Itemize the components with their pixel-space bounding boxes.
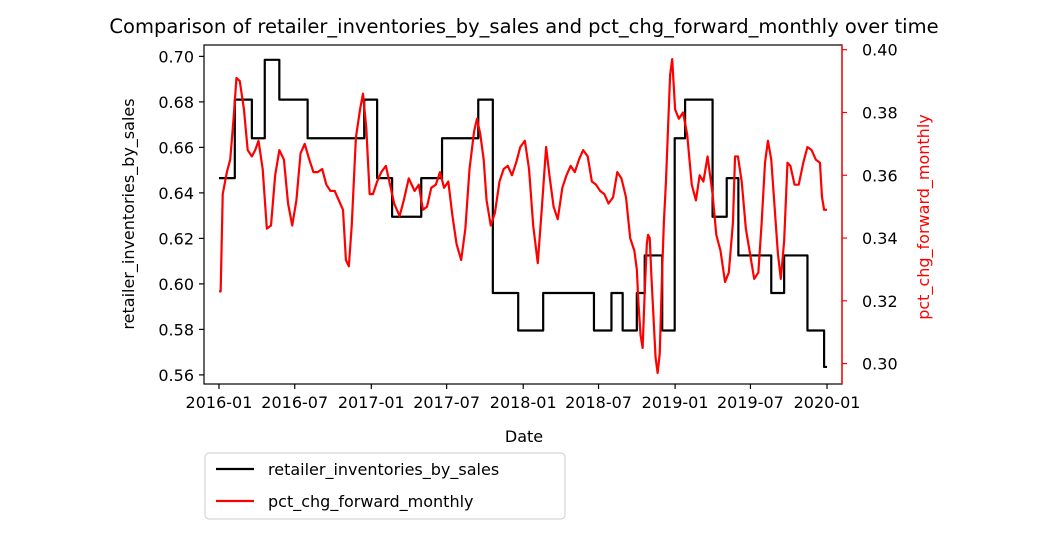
x-tick-label: 2017-01 xyxy=(338,393,405,412)
left-y-axis-label: retailer_inventories_by_sales xyxy=(119,98,139,329)
right-y-axis-ticks: 0.30 0.32 0.34 0.36 0.38 0.40 xyxy=(842,41,898,374)
x-axis-label: Date xyxy=(505,427,543,446)
legend: retailer_inventories_by_sales pct_chg_fo… xyxy=(204,452,566,520)
x-tick-label: 2020-01 xyxy=(794,393,861,412)
right-y-tick-label: 0.40 xyxy=(862,41,898,60)
x-tick-label: 2019-07 xyxy=(717,393,784,412)
left-y-tick-label: 0.56 xyxy=(158,366,194,385)
x-tick-label: 2016-01 xyxy=(186,393,253,412)
left-y-tick-label: 0.64 xyxy=(158,184,194,203)
series-layer xyxy=(218,58,828,375)
right-y-tick-label: 0.30 xyxy=(862,355,898,374)
left-y-tick-label: 0.68 xyxy=(158,93,194,112)
right-y-axis-label: pct_chg_forward_monthly xyxy=(914,114,934,320)
legend-label-retailer: retailer_inventories_by_sales xyxy=(268,460,499,480)
left-y-axis-ticks: 0.56 0.58 0.60 0.62 0.64 0.66 0.68 0.70 xyxy=(158,47,204,385)
chart-title: Comparison of retailer_inventories_by_sa… xyxy=(109,15,938,38)
left-y-tick-label: 0.66 xyxy=(158,138,194,157)
right-y-tick-label: 0.36 xyxy=(862,166,898,185)
left-y-tick-label: 0.58 xyxy=(158,320,194,339)
x-tick-label: 2018-07 xyxy=(565,393,632,412)
right-y-tick-label: 0.38 xyxy=(862,103,898,122)
left-y-tick-label: 0.62 xyxy=(158,229,194,248)
right-y-tick-label: 0.32 xyxy=(862,292,898,311)
left-y-tick-label: 0.70 xyxy=(158,47,194,66)
x-tick-label: 2019-01 xyxy=(642,393,709,412)
left-y-tick-label: 0.60 xyxy=(158,275,194,294)
legend-label-pct-chg: pct_chg_forward_monthly xyxy=(268,492,474,512)
series-line-pct-chg-forward-monthly xyxy=(218,58,828,375)
x-tick-label: 2017-07 xyxy=(413,393,480,412)
x-tick-label: 2018-01 xyxy=(490,393,557,412)
series-line-retailer-inventories-by-sales xyxy=(218,58,828,369)
right-y-tick-label: 0.34 xyxy=(862,229,898,248)
legend-box xyxy=(204,452,566,520)
x-axis-ticks: 2016-01 2016-07 2017-01 2017-07 2018-01 2018-… xyxy=(186,384,861,412)
x-tick-label: 2016-07 xyxy=(261,393,328,412)
